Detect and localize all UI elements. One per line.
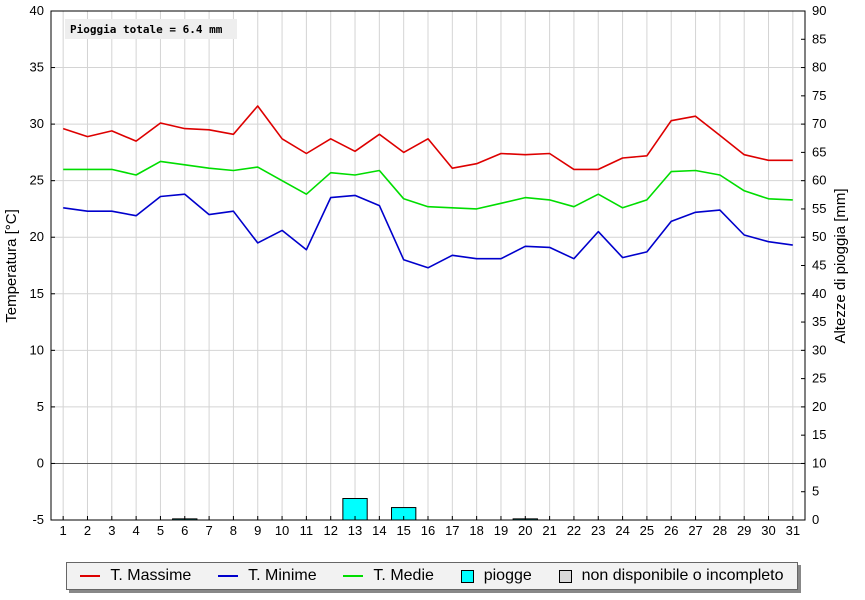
left-axis-ticks: -5 0 5 10 15 20 25 30 35 40 [30, 3, 55, 527]
x-tick-label: 3 [108, 523, 115, 538]
x-tick-label: 10 [275, 523, 289, 538]
y-tick-label: 40 [30, 3, 44, 18]
y2-tick-label: 30 [812, 342, 826, 357]
x-tick-label: 24 [615, 523, 629, 538]
legend-item-missing: non disponibile o incompleto [558, 567, 784, 585]
legend-label-max: T. Massime [110, 567, 192, 584]
x-tick-label: 20 [518, 523, 532, 538]
rain-bars [172, 498, 538, 521]
y2-tick-label: 65 [812, 144, 826, 159]
y-tick-label: 5 [37, 399, 44, 414]
y-tick-label: 25 [30, 173, 44, 188]
x-tick-label: 4 [133, 523, 140, 538]
grid [51, 10, 805, 521]
legend-swatch-min [218, 575, 239, 577]
y2-tick-label: 15 [812, 427, 826, 442]
y2-tick-label: 75 [812, 88, 826, 103]
legend-label-min: T. Minime [248, 567, 317, 584]
legend-item-max: T. Massime [80, 567, 191, 585]
x-tick-label: 31 [786, 523, 800, 538]
x-tick-label: 29 [737, 523, 751, 538]
legend-label-mean: T. Medie [373, 567, 434, 584]
x-tick-label: 1 [60, 523, 67, 538]
legend-item-mean: T. Medie [343, 567, 434, 585]
y2-tick-label: 55 [812, 201, 826, 216]
x-tick-label: 16 [421, 523, 435, 538]
annotation-box [65, 19, 237, 39]
y-tick-label: 35 [30, 60, 44, 75]
y-tick-label: 10 [30, 342, 44, 357]
y2-tick-label: 60 [812, 173, 826, 188]
y-tick-label: 30 [30, 116, 44, 131]
y2-tick-label: 70 [812, 116, 826, 131]
x-tick-label: 8 [230, 523, 237, 538]
x-tick-label: 26 [664, 523, 678, 538]
x-tick-label: 2 [84, 523, 91, 538]
y2-tick-label: 5 [812, 484, 819, 499]
x-tick-label: 17 [445, 523, 459, 538]
y2-tick-label: 0 [812, 512, 819, 527]
right-axis-ticks: 0 5 10 15 20 25 30 35 40 45 50 55 60 65 70 75 80 85 90 [801, 3, 826, 527]
legend-swatch-missing [558, 569, 572, 583]
y2-tick-label: 50 [812, 229, 826, 244]
legend-swatch-rain [460, 569, 474, 583]
y2-tick-label: 25 [812, 371, 826, 386]
y-tick-label: 0 [37, 455, 44, 470]
y2-tick-label: 80 [812, 60, 826, 75]
y-tick-label: 20 [30, 229, 44, 244]
legend-swatch-max [80, 575, 101, 577]
y-axis-label: Temperatura [°C] [3, 209, 20, 323]
x-tick-label: 15 [396, 523, 410, 538]
y2-tick-label: 85 [812, 31, 826, 46]
series-lines [62, 105, 793, 269]
x-tick-label: 21 [542, 523, 556, 538]
annotation-text: Pioggia totale = 6.4 mm [70, 23, 223, 36]
x-tick-label: 28 [713, 523, 727, 538]
y2-axis-label: Altezze di pioggia [mm] [832, 188, 849, 343]
legend-item-min: T. Minime [218, 567, 317, 585]
x-tick-label: 22 [567, 523, 581, 538]
legend-item-rain: piogge [460, 567, 532, 585]
y-tick-label: 15 [30, 286, 44, 301]
x-tick-label: 18 [469, 523, 483, 538]
legend-swatch-mean [343, 575, 364, 577]
x-tick-label: 9 [254, 523, 261, 538]
legend: T. Massime T. Minime T. Medie piogge non… [66, 562, 798, 590]
x-axis-ticks: 1 2 3 4 5 6 7 8 9 10 11 12 13 14 15 16 17 18 19 20 21 22 23 24 2… [60, 516, 800, 538]
x-tick-label: 19 [494, 523, 508, 538]
x-tick-label: 12 [323, 523, 337, 538]
legend-label-rain: piogge [483, 567, 532, 584]
y2-tick-label: 40 [812, 286, 826, 301]
x-tick-label: 30 [761, 523, 775, 538]
x-tick-label: 13 [348, 523, 362, 538]
y2-tick-label: 10 [812, 455, 826, 470]
y2-tick-label: 20 [812, 399, 826, 414]
x-tick-label: 7 [205, 523, 212, 538]
y2-tick-label: 90 [812, 3, 826, 18]
y2-tick-label: 35 [812, 314, 826, 329]
x-tick-label: 5 [157, 523, 164, 538]
series-line-1 [63, 193, 793, 269]
x-tick-label: 11 [300, 523, 314, 538]
x-tick-label: 6 [181, 523, 188, 538]
legend-label-missing: non disponibile o incompleto [581, 567, 784, 584]
x-tick-label: 27 [688, 523, 702, 538]
x-tick-label: 25 [640, 523, 654, 538]
x-tick-label: 23 [591, 523, 605, 538]
x-tick-label: 14 [372, 523, 386, 538]
y2-tick-label: 45 [812, 258, 826, 273]
series-line-0 [62, 105, 793, 171]
series-line-2 [63, 160, 793, 210]
y-tick-label: -5 [32, 512, 44, 527]
